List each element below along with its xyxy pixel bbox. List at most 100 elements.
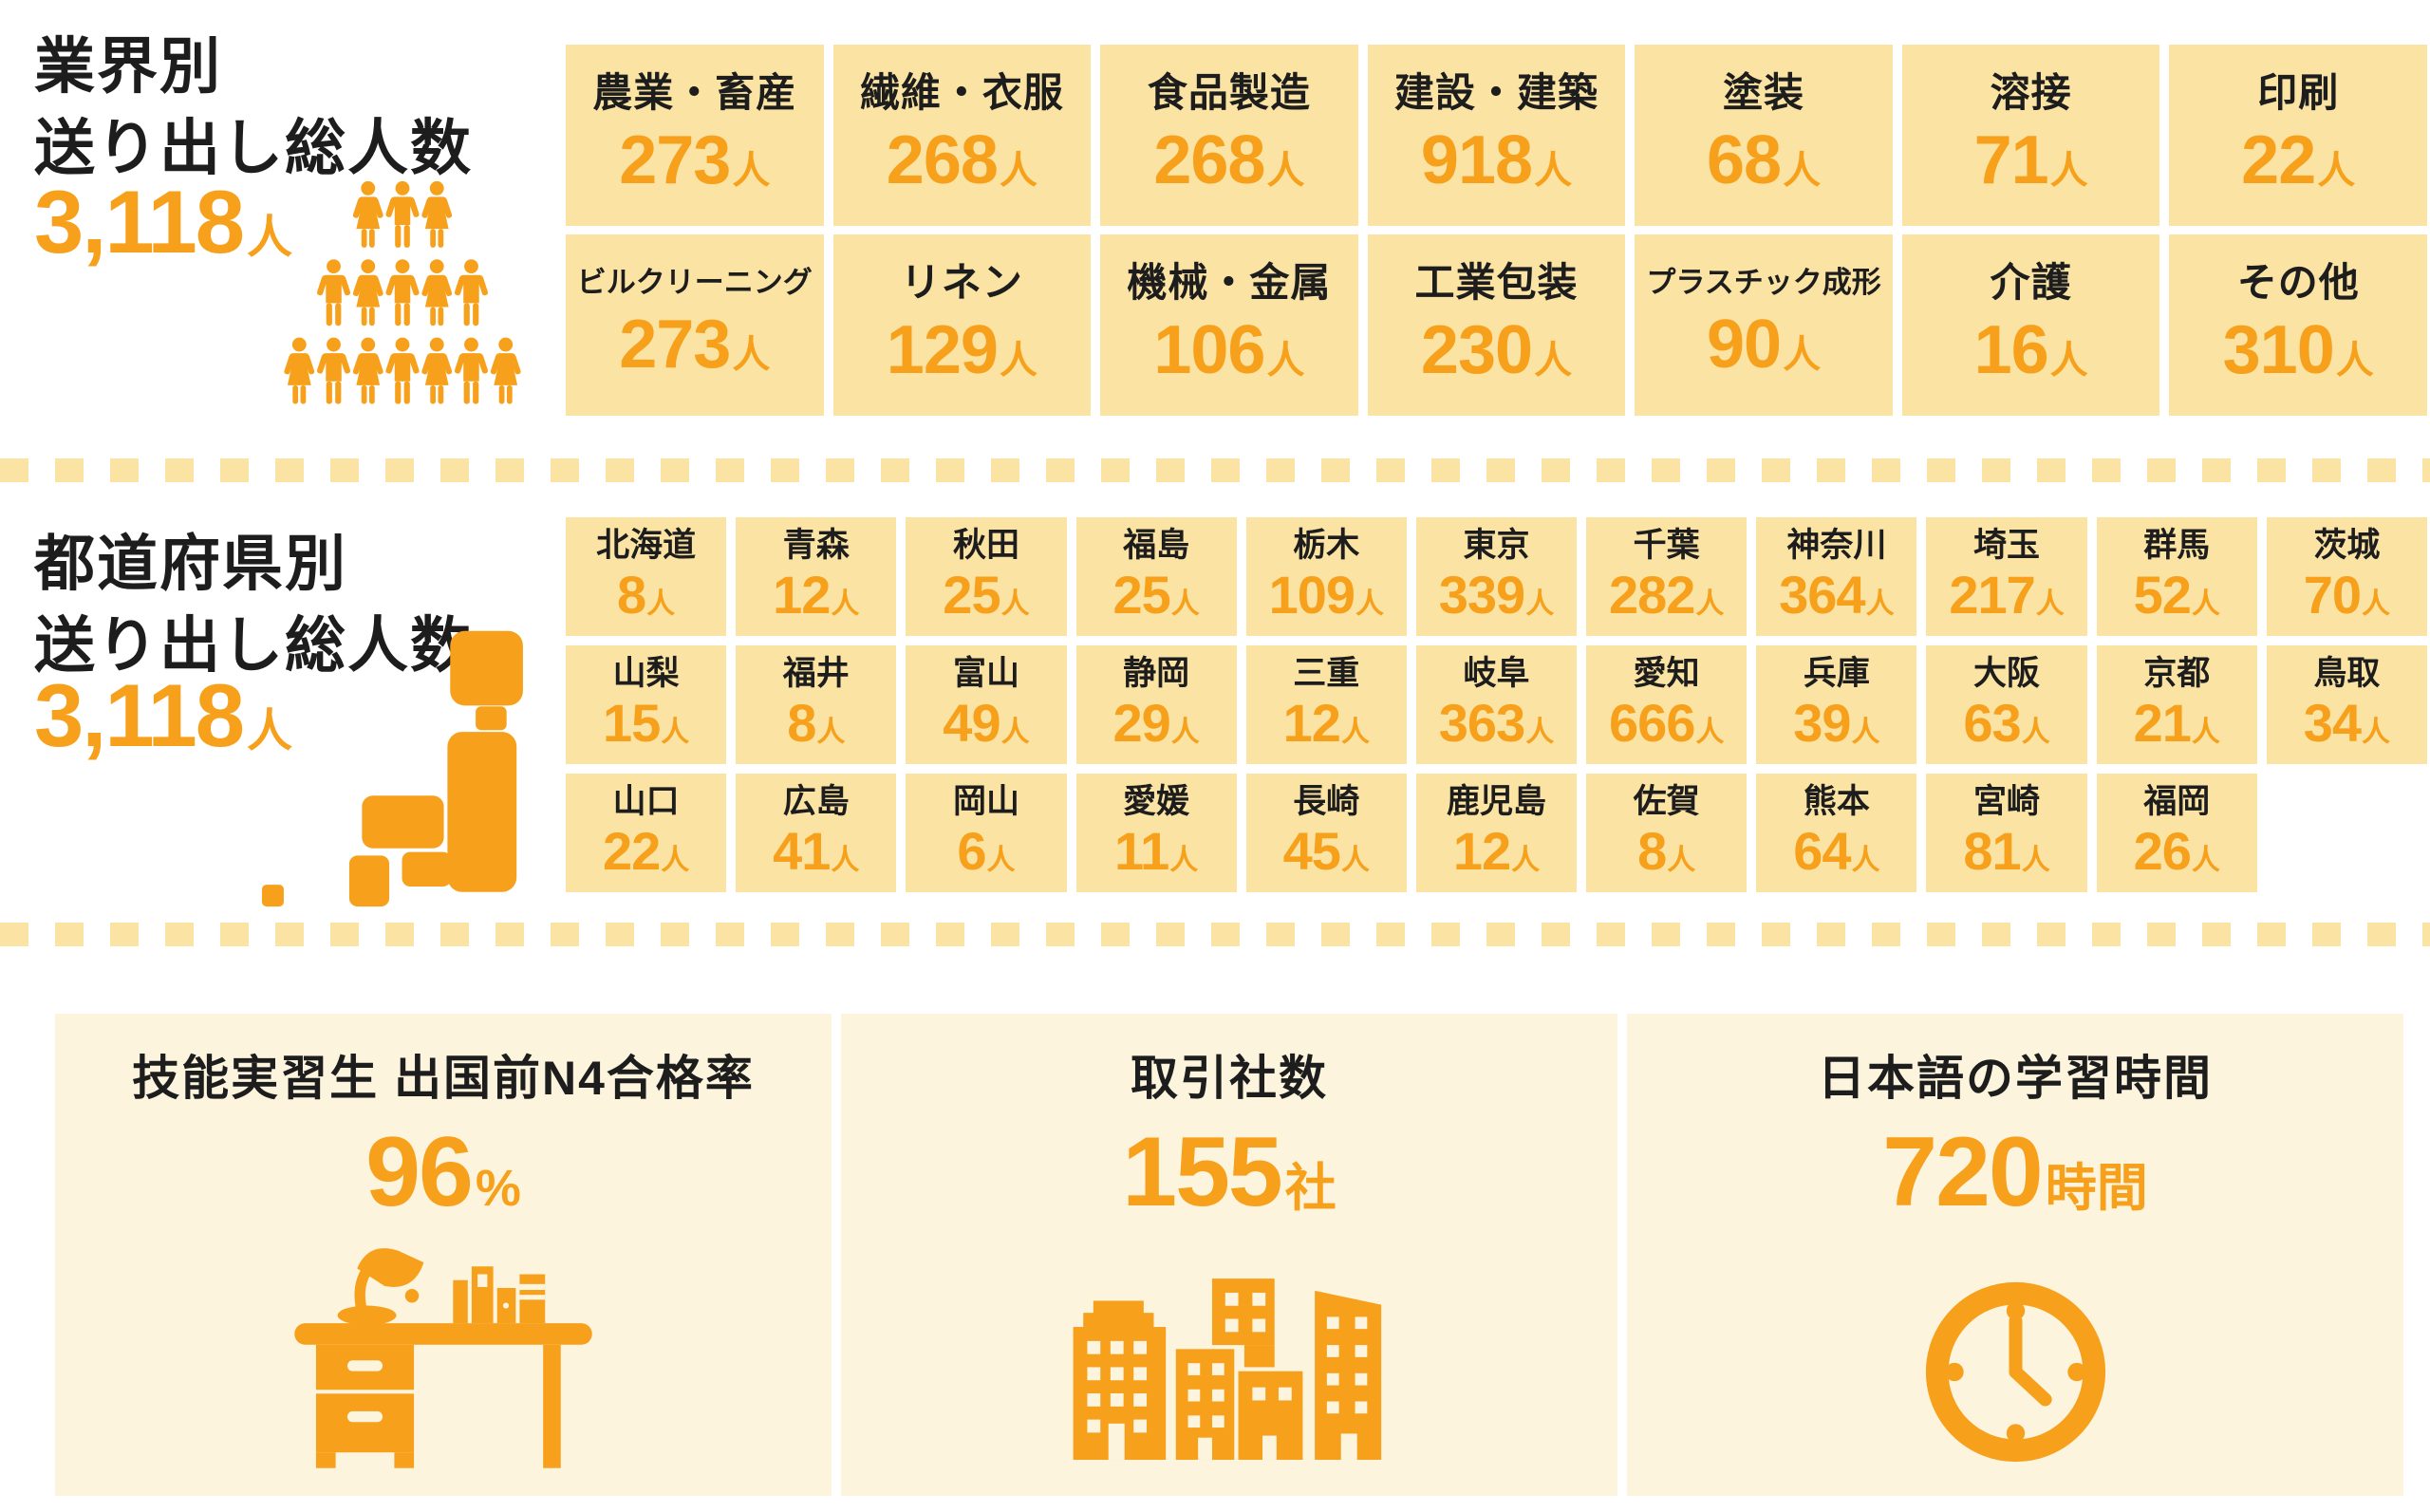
prefecture-cell-value: 25 人 — [1112, 564, 1199, 625]
prefecture-cell-unit: 人 — [1000, 717, 1030, 749]
prefecture-cell: 千葉 282 人 — [1586, 517, 1748, 636]
industry-cell-value: 268 人 — [1153, 121, 1304, 199]
prefecture-cell-label: 佐賀 — [1633, 782, 1700, 820]
prefecture-cell: 佐賀 8 人 — [1586, 774, 1748, 892]
prefecture-cell-value: 339 人 — [1439, 564, 1554, 625]
prefecture-cell-label: 青森 — [782, 526, 850, 564]
prefecture-cell-value: 8 人 — [1637, 820, 1695, 882]
industry-cell: リネン 129 人 — [832, 234, 1092, 416]
prefecture-cell: 熊本 64 人 — [1756, 774, 1917, 892]
study-desk-icon — [287, 1229, 600, 1479]
industry-cell-label: 機械・金属 — [1127, 260, 1332, 306]
prefecture-cell-value: 29 人 — [1112, 692, 1199, 754]
industry-cell-label: 食品製造 — [1147, 70, 1311, 116]
prefecture-cell-value: 15 人 — [603, 692, 689, 754]
prefecture-title-line2: 送り出し総人数 — [34, 610, 473, 680]
prefecture-cell-label: 大阪 — [1973, 654, 2041, 692]
people-group-icon — [270, 180, 535, 407]
industry-cell: 溶接 71 人 — [1901, 45, 2160, 226]
prefecture-cell-label: 福島 — [1123, 526, 1190, 564]
industry-cell-number: 918 — [1420, 121, 1533, 198]
industry-title-line2: 送り出し総人数 — [34, 113, 473, 182]
prefecture-cell-number: 21 — [2133, 693, 2192, 754]
prefecture-cell: 栃木 109 人 — [1245, 517, 1407, 636]
prefecture-cell-label: 岡山 — [952, 782, 1019, 820]
prefecture-cell-number: 364 — [1779, 565, 1865, 625]
prefecture-cell-number: 109 — [1268, 565, 1355, 625]
prefecture-cell-unit: 人 — [1525, 717, 1555, 749]
prefecture-cell-number: 25 — [1112, 565, 1170, 625]
prefecture-cell-number: 22 — [602, 821, 661, 882]
industry-cell-value: 90 人 — [1707, 306, 1821, 383]
industry-cell: 塗装 68 人 — [1635, 45, 1893, 226]
industry-cell-label: その他 — [2236, 260, 2360, 306]
prefecture-cell-unit: 人 — [1851, 717, 1880, 749]
industry-cell-unit: 人 — [732, 333, 771, 376]
prefecture-cell: 長崎 45 人 — [1245, 774, 1407, 892]
prefecture-cell: 静岡 29 人 — [1075, 645, 1237, 764]
prefecture-cell: 群馬 52 人 — [2096, 517, 2257, 636]
industry-cell-value: 310 人 — [2223, 311, 2374, 389]
prefecture-cell-value: 26 人 — [2134, 820, 2220, 882]
stat-value: 96 % — [365, 1116, 521, 1229]
industry-title-line1: 業界別 — [34, 32, 222, 101]
office-buildings-icon — [1063, 1262, 1395, 1479]
industry-cell: 介護 16 人 — [1901, 234, 2160, 416]
prefecture-cell-number: 45 — [1282, 821, 1341, 882]
prefecture-cell-number: 12 — [1452, 821, 1511, 882]
prefecture-cell-number: 52 — [2133, 565, 2192, 625]
prefecture-cell-value: 12 人 — [1283, 692, 1370, 754]
prefecture-cell: 京都 21 人 — [2096, 645, 2257, 764]
industry-cell-label: リネン — [900, 260, 1023, 306]
industry-cell-number: 90 — [1707, 306, 1782, 383]
prefecture-cell-value: 11 人 — [1114, 820, 1198, 882]
prefecture-cell: 茨城 70 人 — [2266, 517, 2427, 636]
prefecture-cell-label: 山口 — [612, 782, 680, 820]
stat-number: 96 — [365, 1117, 474, 1227]
prefecture-grid: 北海道 8 人 青森 12 人 秋田 25 人 — [566, 517, 2427, 892]
industry-cell-unit: 人 — [2317, 149, 2356, 192]
prefecture-cell-unit: 人 — [1169, 845, 1199, 877]
industry-cell-number: 268 — [1153, 121, 1265, 198]
industry-cell-number: 273 — [619, 121, 731, 198]
stat-title: 取引社数 — [1131, 1052, 1328, 1105]
prefecture-cell-number: 70 — [2303, 565, 2362, 625]
industry-cell-unit: 人 — [1266, 339, 1305, 382]
prefecture-cell-value: 8 人 — [617, 564, 675, 625]
prefecture-cell-label: 岐阜 — [1463, 654, 1530, 692]
prefecture-total: 3,118 人 — [34, 664, 292, 767]
prefecture-cell-value: 217 人 — [1949, 564, 2064, 625]
prefecture-cell-label: 熊本 — [1803, 782, 1870, 820]
industry-cell-label: 工業包装 — [1414, 260, 1579, 306]
prefecture-cell-label: 茨城 — [2313, 526, 2381, 564]
stat-value: 720 時間 — [1882, 1116, 2148, 1229]
prefecture-cell-unit: 人 — [1170, 588, 1200, 621]
stat-value: 155 社 — [1122, 1116, 1336, 1229]
prefecture-cell: 福島 25 人 — [1075, 517, 1237, 636]
prefecture-cell-value: 21 人 — [2134, 692, 2220, 754]
prefecture-cell-unit: 人 — [2362, 717, 2391, 749]
prefecture-cell-value: 12 人 — [1453, 820, 1540, 882]
prefecture-cell-value: 25 人 — [943, 564, 1029, 625]
prefecture-cell-label: 宮崎 — [1973, 782, 2041, 820]
stat-unit: 社 — [1284, 1160, 1336, 1217]
prefecture-cell: 富山 49 人 — [906, 645, 1067, 764]
industry-cell-label: 介護 — [1990, 260, 2072, 306]
industry-cell: 建設・建築 918 人 — [1367, 45, 1626, 226]
prefecture-cell-number: 15 — [602, 693, 661, 754]
prefecture-cell: 愛知 666 人 — [1586, 645, 1748, 764]
prefecture-cell: 福井 8 人 — [736, 645, 897, 764]
prefecture-cell-label: 栃木 — [1293, 526, 1360, 564]
industry-cell-label: 印刷 — [2257, 70, 2340, 116]
prefecture-cell-unit: 人 — [1667, 845, 1696, 877]
prefecture-cell-unit: 人 — [1695, 717, 1725, 749]
prefecture-cell-value: 364 人 — [1779, 564, 1894, 625]
prefecture-cell-number: 282 — [1608, 565, 1695, 625]
prefecture-cell-unit: 人 — [2191, 845, 2220, 877]
prefecture-cell: 埼玉 217 人 — [1926, 517, 2087, 636]
prefecture-title-line1: 都道府県別 — [34, 530, 347, 598]
industry-total-value: 3,118 — [34, 172, 245, 271]
industry-cell-unit: 人 — [1783, 333, 1822, 376]
prefecture-cell: 大阪 63 人 — [1926, 645, 2087, 764]
